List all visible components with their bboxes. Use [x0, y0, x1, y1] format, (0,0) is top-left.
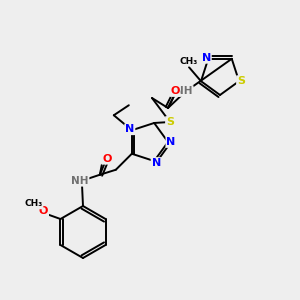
Text: O: O [39, 206, 48, 216]
Text: N: N [202, 53, 211, 63]
Text: N: N [125, 124, 134, 134]
Text: N: N [167, 137, 176, 147]
Text: O: O [170, 86, 180, 96]
Text: O: O [102, 154, 112, 164]
Text: NH: NH [175, 86, 193, 96]
Text: S: S [166, 117, 174, 127]
Text: NH: NH [71, 176, 88, 186]
Text: N: N [152, 158, 161, 168]
Text: CH₃: CH₃ [24, 200, 43, 208]
Text: S: S [237, 76, 245, 86]
Text: CH₃: CH₃ [180, 57, 198, 66]
